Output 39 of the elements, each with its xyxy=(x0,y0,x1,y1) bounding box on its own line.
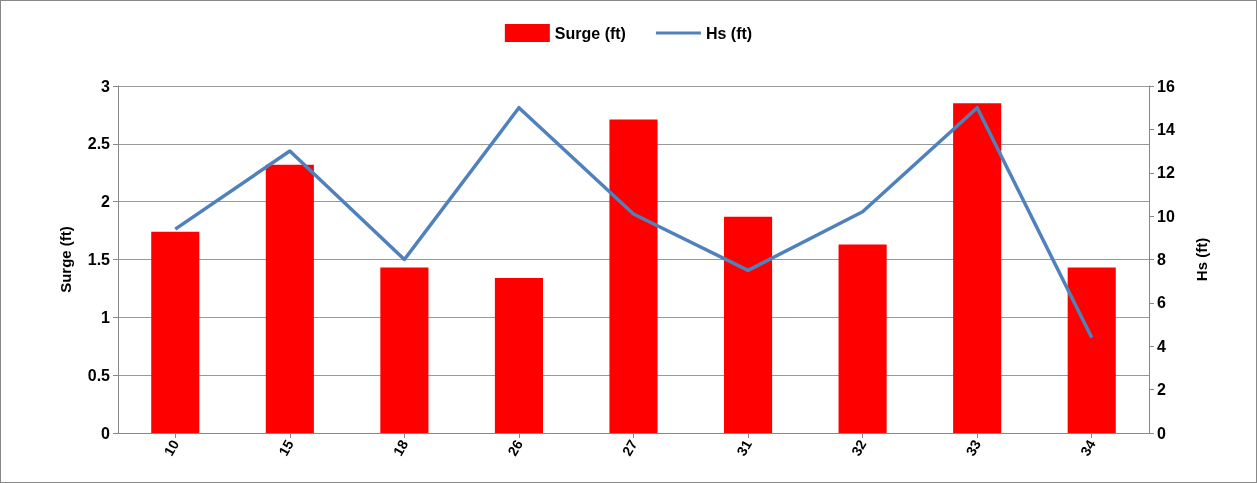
bar xyxy=(609,119,658,433)
bar xyxy=(151,231,200,433)
y-tick-label: 3 xyxy=(101,77,111,95)
y2-tick-label: 2 xyxy=(1157,381,1166,399)
y2-axis-title: Hs (ft) xyxy=(1193,237,1210,282)
y2-tick-label: 12 xyxy=(1157,164,1175,182)
y2-tick-label: 4 xyxy=(1157,337,1166,355)
y-tick-label: 1.5 xyxy=(87,251,111,268)
x-tick-label: 18 xyxy=(389,436,412,459)
line-series xyxy=(173,105,1094,340)
x-tick-label: 31 xyxy=(733,436,756,459)
bar xyxy=(953,103,1002,433)
y-tick-label: 0.5 xyxy=(87,366,111,384)
y-axis-title: Surge (ft) xyxy=(57,226,74,293)
y-tick-label: 0 xyxy=(101,424,111,442)
bar xyxy=(265,164,314,433)
y2-tick-label: 8 xyxy=(1157,251,1166,268)
y-tick-label: 1 xyxy=(101,308,111,326)
y2-tick-label: 0 xyxy=(1157,424,1166,442)
bar xyxy=(380,267,429,433)
y2-tick-label: 14 xyxy=(1157,120,1175,138)
y2-tick-label: 16 xyxy=(1157,77,1175,95)
bar xyxy=(724,216,773,433)
y2-tick-label: 6 xyxy=(1157,294,1166,312)
x-tick-label: 15 xyxy=(275,436,297,459)
legend-label: Hs (ft) xyxy=(705,24,753,42)
y-tick-label: 2.5 xyxy=(87,135,111,153)
y2-tick-label: 10 xyxy=(1157,207,1175,225)
y-tick-label: 2 xyxy=(101,193,111,211)
x-tick-label: 33 xyxy=(962,436,985,459)
x-tick-label: 32 xyxy=(847,436,870,459)
x-tick-label: 27 xyxy=(618,436,641,459)
legend-label: Surge (ft) xyxy=(554,24,626,42)
bar xyxy=(1067,267,1116,433)
bar xyxy=(838,244,887,433)
bar xyxy=(494,278,543,433)
x-tick-label: 10 xyxy=(160,436,183,459)
x-tick-label: 26 xyxy=(504,436,526,459)
x-tick-label: 34 xyxy=(1077,436,1099,459)
